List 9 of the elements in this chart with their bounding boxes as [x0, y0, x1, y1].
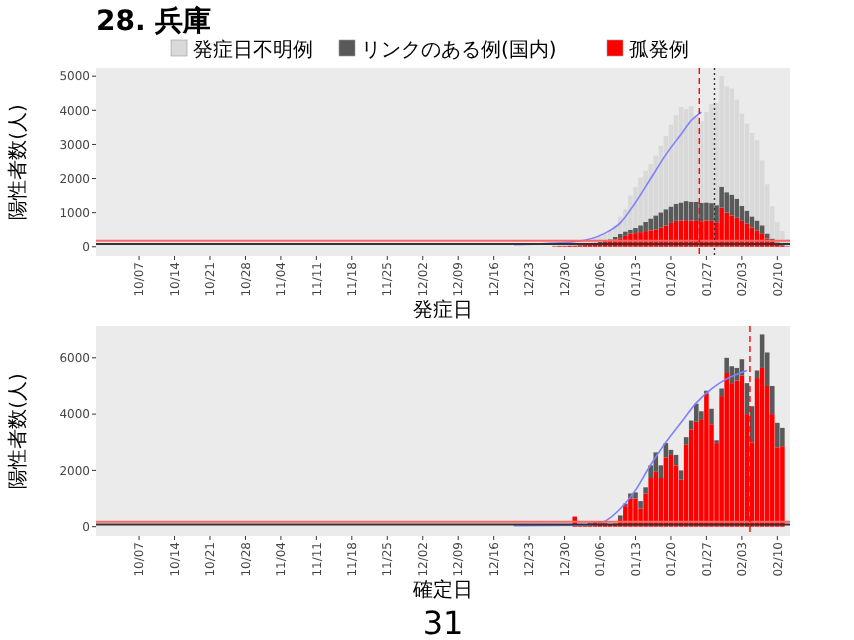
- x-axis-title: 確定日: [411, 578, 473, 602]
- legend-label: 孤発例: [629, 38, 689, 62]
- legend-label: 発症日不明例: [193, 38, 313, 62]
- text: 31: [422, 604, 464, 640]
- x-axis-title: 発症日: [413, 298, 473, 322]
- y-axis-title: 陽性者数(人): [6, 104, 30, 220]
- chart-title: 28. 兵庫: [96, 4, 212, 38]
- legend-label: リンクのある例(国内): [361, 38, 557, 62]
- y-axis-title: 陽性者数(人): [6, 373, 30, 489]
